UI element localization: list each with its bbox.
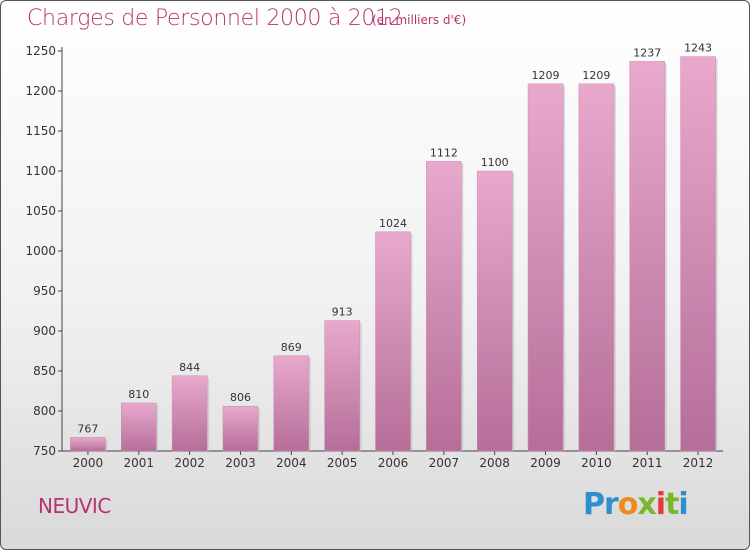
y-tick-label: 750 xyxy=(33,444,56,458)
bar-value-label: 810 xyxy=(128,388,149,401)
logo-letter: t xyxy=(665,487,679,522)
chart-subtitle: (en milliers d'€) xyxy=(372,13,467,27)
chart-title: Charges de Personnel 2000 à 2012 xyxy=(27,6,403,31)
bar-2005 xyxy=(324,320,360,452)
bar-value-label: 913 xyxy=(332,306,353,319)
x-tick-label: 2005 xyxy=(327,456,358,470)
y-tick-label: 1150 xyxy=(25,124,56,138)
bar-2000 xyxy=(70,437,106,452)
x-tick-label: 2009 xyxy=(530,456,561,470)
x-tick-label: 2008 xyxy=(479,456,510,470)
bar-value-label: 844 xyxy=(179,361,200,374)
logo-letter: o xyxy=(617,487,639,522)
bar-value-label: 1024 xyxy=(379,217,407,230)
logo-letter: i xyxy=(678,487,688,522)
y-tick-label: 950 xyxy=(33,284,56,298)
bar-value-label: 1100 xyxy=(481,156,509,169)
bar-2007 xyxy=(426,161,462,452)
y-tick-label: 800 xyxy=(33,404,56,418)
bar-2011 xyxy=(629,61,665,452)
y-tick-label: 1050 xyxy=(25,204,56,218)
x-tick-label: 2003 xyxy=(225,456,256,470)
logo-letter: r xyxy=(604,487,619,522)
y-tick-label: 1200 xyxy=(25,84,56,98)
x-tick-label: 2011 xyxy=(632,456,663,470)
bar-2004 xyxy=(273,355,310,452)
bar-value-label: 767 xyxy=(77,422,98,435)
bars: 767 810 844 806 869 913 1024 1112 1100 1209 1209 12… xyxy=(70,42,718,452)
x-tick-label: 2001 xyxy=(123,456,154,470)
logo-letter: P xyxy=(583,487,605,522)
x-tick-label: 2007 xyxy=(429,456,460,470)
y-tick-label: 850 xyxy=(33,364,56,378)
logo-letter: i xyxy=(655,487,666,522)
y-tick-label: 1100 xyxy=(25,164,56,178)
x-tick-label: 2006 xyxy=(378,456,409,470)
x-tick-label: 2000 xyxy=(73,456,104,470)
axes: 750 800 850 900 950 1000 1050 1100 1150 1200 1250 2… xyxy=(25,44,723,470)
y-tick-label: 1000 xyxy=(25,244,56,258)
bar-value-label: 1112 xyxy=(430,146,458,159)
bar-2006 xyxy=(375,231,411,452)
bar-2010 xyxy=(578,83,615,452)
bar-2003 xyxy=(222,405,259,452)
bar-value-label: 1237 xyxy=(633,46,661,59)
commune-name: NEUVIC xyxy=(38,494,111,518)
x-tick-label: 2010 xyxy=(581,456,612,470)
x-tick-label: 2012 xyxy=(683,456,714,470)
bar-value-label: 1209 xyxy=(582,69,610,82)
x-tick-label: 2002 xyxy=(174,456,205,470)
y-tick-label: 900 xyxy=(33,324,56,338)
bar-value-label: 1209 xyxy=(532,69,560,82)
bar-2002 xyxy=(171,375,208,452)
bar-2009 xyxy=(527,83,564,452)
logo-letter: x xyxy=(637,487,656,522)
bar-value-label: 1243 xyxy=(684,42,712,55)
bar-2012 xyxy=(680,56,716,452)
bar-value-label: 869 xyxy=(281,341,302,354)
bar-2008 xyxy=(476,170,513,452)
bar-value-label: 806 xyxy=(230,391,251,404)
proxiti-logo: Proxiti xyxy=(583,487,689,522)
x-tick-label: 2004 xyxy=(276,456,307,470)
bar-2001 xyxy=(121,402,157,452)
y-tick-label: 1250 xyxy=(25,44,56,58)
